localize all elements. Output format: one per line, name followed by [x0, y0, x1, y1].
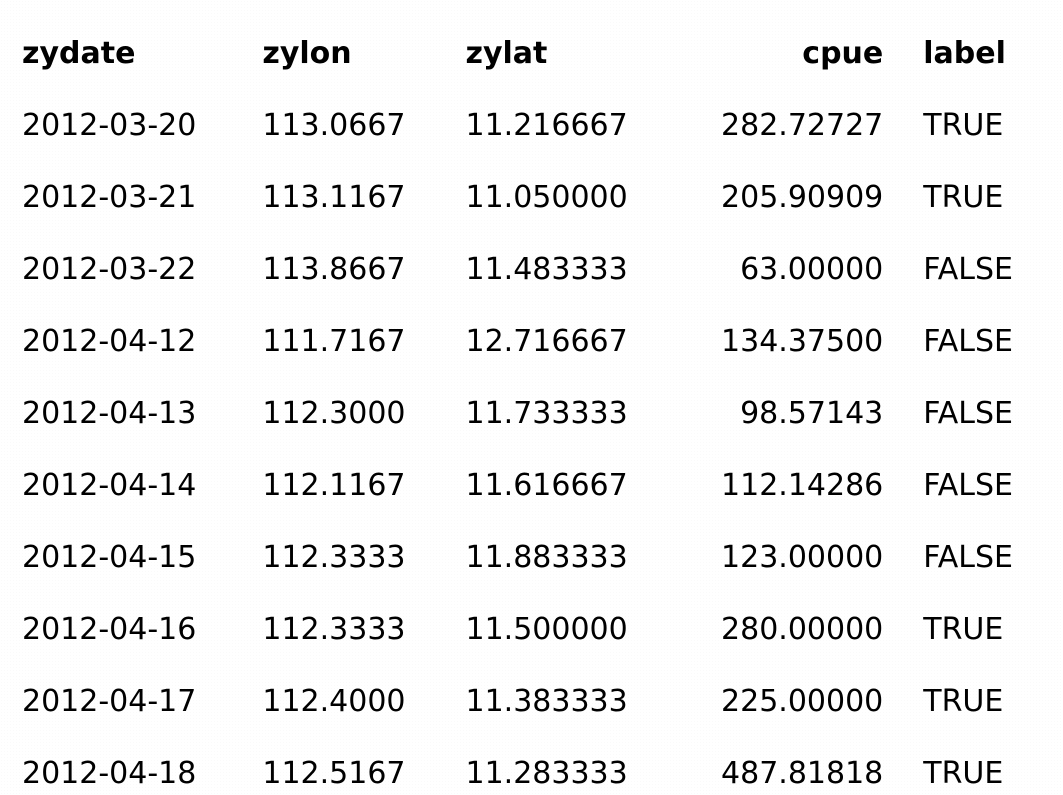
cell-label: TRUE	[923, 90, 1041, 162]
cell-zylon: 112.5167	[262, 738, 465, 795]
cell-label: FALSE	[923, 450, 1041, 522]
column-header-zylon: zylon	[262, 18, 465, 90]
table-row: 2012-03-21 113.1167 11.050000 205.90909 …	[22, 162, 1041, 234]
cell-zylat: 11.733333	[466, 378, 689, 450]
table-row: 2012-04-14 112.1167 11.616667 112.14286 …	[22, 450, 1041, 522]
cell-zylat: 11.500000	[466, 594, 689, 666]
table-row: 2012-03-20 113.0667 11.216667 282.72727 …	[22, 90, 1041, 162]
cell-zylat: 12.716667	[466, 306, 689, 378]
cell-zylon: 113.1167	[262, 162, 465, 234]
cell-zylat: 11.383333	[466, 666, 689, 738]
cell-zylat: 11.050000	[466, 162, 689, 234]
cell-cpue: 63.00000	[688, 234, 923, 306]
cell-cpue: 123.00000	[688, 522, 923, 594]
cell-zylon: 113.0667	[262, 90, 465, 162]
cell-label: FALSE	[923, 378, 1041, 450]
cell-zylat: 11.883333	[466, 522, 689, 594]
cell-zydate: 2012-04-16	[22, 594, 262, 666]
cell-label: TRUE	[923, 666, 1041, 738]
table-row: 2012-03-22 113.8667 11.483333 63.00000 F…	[22, 234, 1041, 306]
cell-zydate: 2012-03-21	[22, 162, 262, 234]
table-row: 2012-04-18 112.5167 11.283333 487.81818 …	[22, 738, 1041, 795]
column-header-cpue: cpue	[688, 18, 923, 90]
cell-zydate: 2012-04-12	[22, 306, 262, 378]
cell-label: TRUE	[923, 738, 1041, 795]
cell-label: FALSE	[923, 306, 1041, 378]
cell-label: TRUE	[923, 594, 1041, 666]
cell-cpue: 487.81818	[688, 738, 923, 795]
cell-cpue: 282.72727	[688, 90, 923, 162]
column-header-zylat: zylat	[466, 18, 689, 90]
cell-zylon: 112.3333	[262, 594, 465, 666]
cell-zylat: 11.483333	[466, 234, 689, 306]
cell-zylon: 112.3000	[262, 378, 465, 450]
table-row: 2012-04-16 112.3333 11.500000 280.00000 …	[22, 594, 1041, 666]
cell-cpue: 280.00000	[688, 594, 923, 666]
cell-cpue: 112.14286	[688, 450, 923, 522]
cell-cpue: 205.90909	[688, 162, 923, 234]
table-row: 2012-04-12 111.7167 12.716667 134.37500 …	[22, 306, 1041, 378]
cell-zylat: 11.216667	[466, 90, 689, 162]
cell-zylon: 112.1167	[262, 450, 465, 522]
cell-label: FALSE	[923, 522, 1041, 594]
cell-zydate: 2012-04-15	[22, 522, 262, 594]
cell-cpue: 134.37500	[688, 306, 923, 378]
cell-zylat: 11.283333	[466, 738, 689, 795]
cell-zylon: 112.4000	[262, 666, 465, 738]
table-row: 2012-04-13 112.3000 11.733333 98.57143 F…	[22, 378, 1041, 450]
table-row: 2012-04-15 112.3333 11.883333 123.00000 …	[22, 522, 1041, 594]
column-header-zydate: zydate	[22, 18, 262, 90]
cell-zylon: 113.8667	[262, 234, 465, 306]
data-table: zydate zylon zylat cpue label 2012-03-20…	[0, 0, 1063, 795]
cell-cpue: 225.00000	[688, 666, 923, 738]
cell-zydate: 2012-04-14	[22, 450, 262, 522]
cell-label: FALSE	[923, 234, 1041, 306]
cell-zydate: 2012-03-20	[22, 90, 262, 162]
cell-zylon: 112.3333	[262, 522, 465, 594]
cell-zylat: 11.616667	[466, 450, 689, 522]
column-header-label: label	[923, 18, 1041, 90]
cell-zydate: 2012-03-22	[22, 234, 262, 306]
cell-zydate: 2012-04-18	[22, 738, 262, 795]
cell-label: TRUE	[923, 162, 1041, 234]
table-header-row: zydate zylon zylat cpue label	[22, 18, 1041, 90]
cell-zydate: 2012-04-13	[22, 378, 262, 450]
cell-zylon: 111.7167	[262, 306, 465, 378]
cell-zydate: 2012-04-17	[22, 666, 262, 738]
table-row: 2012-04-17 112.4000 11.383333 225.00000 …	[22, 666, 1041, 738]
cell-cpue: 98.57143	[688, 378, 923, 450]
